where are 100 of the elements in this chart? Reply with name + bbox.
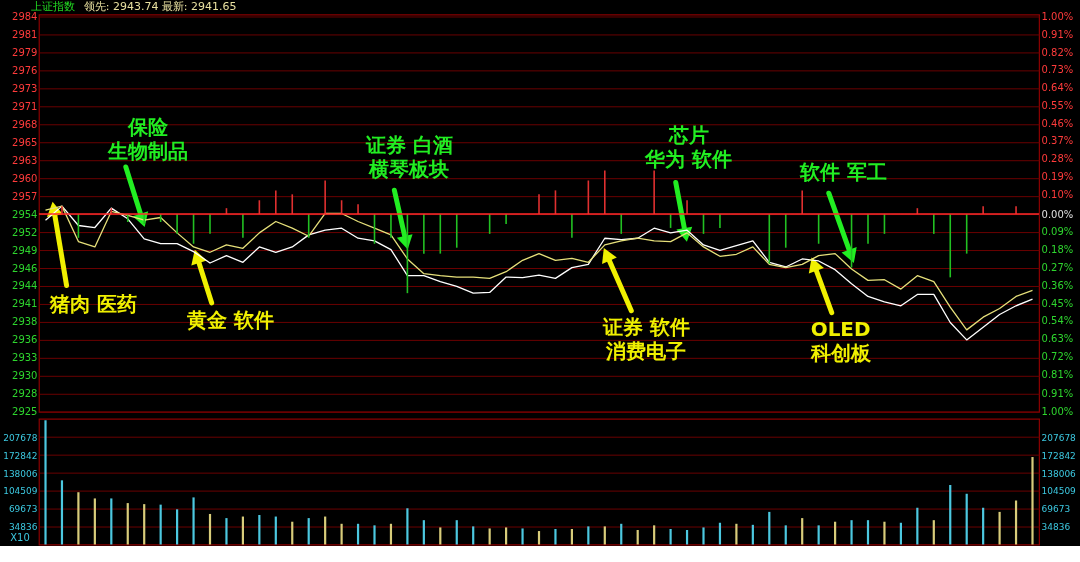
y-tick-label: 172842 — [3, 450, 38, 461]
y2-tick-label: 0.91% — [1041, 28, 1074, 40]
bar — [801, 518, 804, 545]
y2-tick-label: 0.81% — [1041, 368, 1074, 380]
bar — [932, 520, 935, 545]
y2-tick-label: 34836 — [1041, 521, 1071, 532]
y-tick-label: 2938 — [12, 316, 38, 328]
y2-tick-label: 1.00% — [1041, 406, 1074, 418]
bar — [883, 521, 886, 545]
y2-tick-label: 0.18% — [1041, 244, 1074, 256]
y2-tick-label: 0.45% — [1041, 297, 1074, 309]
annotation: 芯片华为 软件 — [644, 123, 733, 172]
y-tick-label: 2960 — [12, 172, 38, 184]
bar — [422, 520, 425, 545]
bar — [225, 518, 228, 545]
y2-tick-label: 0.91% — [1041, 388, 1074, 400]
annotation: 软件 军工 — [799, 160, 888, 185]
y-tick-label: 104509 — [3, 485, 38, 496]
y2-tick-label: 0.27% — [1041, 261, 1074, 273]
y2-tick-label: 0.28% — [1041, 153, 1074, 165]
annotation: 证券 软件消费电子 — [601, 315, 690, 364]
y2-tick-label: 0.64% — [1041, 82, 1074, 94]
y2-tick-label: 0.09% — [1041, 226, 1074, 238]
y2-tick-label: 0.36% — [1041, 279, 1074, 291]
bar — [850, 520, 853, 545]
bar — [998, 511, 1001, 545]
y2-tick-label: 1.00% — [1041, 10, 1074, 22]
y2-tick-label: 104509 — [1041, 485, 1077, 496]
bar — [126, 503, 129, 545]
annotation: 黄金 软件 — [185, 307, 274, 332]
y-tick-label: 69673 — [8, 503, 38, 514]
y2-tick-label: 0.63% — [1041, 333, 1074, 345]
bar — [702, 527, 705, 545]
annotation: 猪肉 医药 — [48, 292, 137, 317]
y2-tick-label: 172842 — [1041, 450, 1076, 461]
y-tick-label: 2933 — [12, 352, 38, 364]
bar — [949, 484, 952, 545]
y-tick-label: 2925 — [12, 406, 38, 418]
annotation: 证券 白酒横琴板块 — [364, 132, 453, 181]
y-tick-label: 2941 — [12, 298, 38, 310]
y-tick-label: 2971 — [12, 100, 38, 112]
bar — [603, 526, 606, 545]
y-tick-label: 2981 — [12, 28, 38, 40]
y-tick-label: 138006 — [3, 468, 38, 479]
y-tick-label: 2936 — [12, 334, 38, 346]
y-tick-label: 207678 — [3, 432, 38, 443]
bar — [110, 498, 113, 545]
bar — [77, 492, 80, 545]
y-tick-label: 2965 — [12, 136, 38, 148]
bar — [817, 525, 820, 545]
y2-tick-label: 0.19% — [1041, 171, 1074, 183]
y2-tick-label: 69673 — [1041, 503, 1071, 514]
y-tick-label: 2952 — [12, 226, 38, 238]
annotation: 保险生物制品 — [106, 115, 188, 164]
bar — [1031, 457, 1034, 545]
y-tick-label: 2968 — [12, 118, 38, 130]
y2-tick-label: 0.72% — [1041, 350, 1074, 362]
bar — [44, 420, 47, 545]
bar — [866, 520, 870, 545]
bar — [192, 497, 195, 545]
y-tick-label: 2973 — [12, 82, 38, 94]
y2-tick-label: 0.55% — [1041, 99, 1074, 111]
bar — [554, 528, 557, 545]
bar — [653, 525, 656, 545]
bar — [488, 528, 491, 545]
bar — [208, 513, 212, 545]
y-tick-label: 2949 — [12, 244, 38, 256]
y-tick-label: 2928 — [12, 388, 38, 400]
bar — [60, 480, 64, 545]
y-tick-label: 2979 — [12, 46, 38, 58]
bar — [307, 518, 310, 545]
bar — [176, 509, 179, 545]
y2-tick-label: 0.37% — [1041, 135, 1074, 147]
y2-tick-label: 0.10% — [1041, 188, 1074, 200]
y2-tick-label: 0.46% — [1041, 117, 1074, 129]
y-tick-label: 2957 — [12, 190, 38, 202]
y-tick-label: 2954 — [12, 208, 38, 220]
bar — [521, 528, 524, 545]
text: X10 — [10, 531, 30, 543]
y2-tick-label: 0.73% — [1041, 64, 1074, 76]
bar — [965, 493, 968, 545]
bar — [587, 526, 590, 545]
y2-tick-label: 0.54% — [1041, 315, 1074, 327]
y2-tick-label: 0.00% — [1041, 208, 1074, 220]
bar — [784, 525, 787, 545]
bar — [143, 504, 146, 545]
bar — [93, 498, 96, 545]
bar — [472, 526, 475, 545]
chart-subtitle: 领先: 2943.74 最新: 2941.65 — [83, 0, 237, 14]
annotation: OLED科创板 — [809, 317, 872, 366]
y2-tick-label: 138006 — [1041, 468, 1077, 479]
y-tick-label: 2930 — [12, 370, 38, 382]
y-tick-label: 2946 — [12, 262, 38, 274]
bar — [406, 508, 409, 545]
y2-tick-label: 0.82% — [1041, 46, 1074, 58]
y-tick-label: 2963 — [12, 154, 38, 166]
bar — [455, 520, 458, 545]
y-tick-label: 34836 — [8, 521, 38, 532]
bar — [373, 525, 376, 545]
y-tick-label: 2944 — [12, 280, 38, 292]
